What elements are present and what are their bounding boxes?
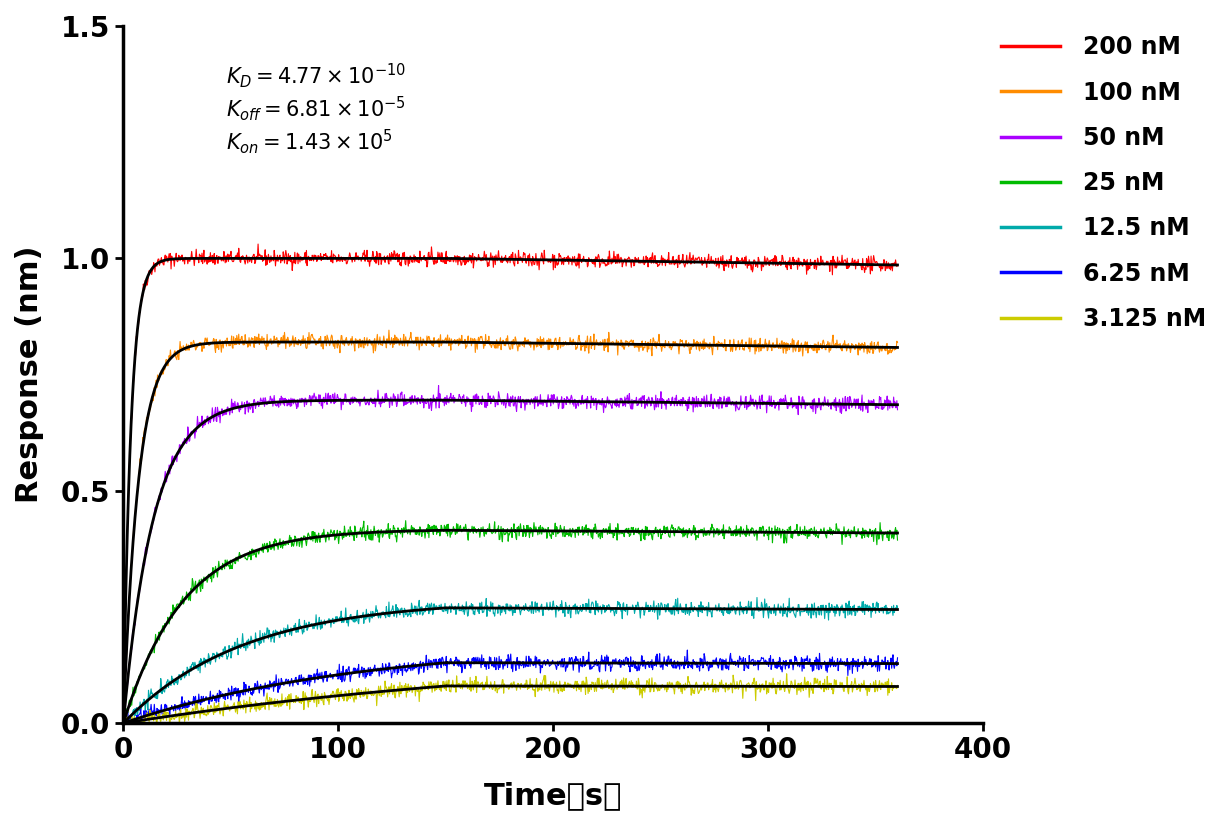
Y-axis label: Response (nm): Response (nm) [15,246,44,503]
Legend: 200 nM, 100 nM, 50 nM, 25 nM, 12.5 nM, 6.25 nM, 3.125 nM: 200 nM, 100 nM, 50 nM, 25 nM, 12.5 nM, 6… [992,26,1216,341]
Text: $K_D=4.77\times10^{-10}$
$K_{off}=6.81\times10^{-5}$
$K_{on}=1.43\times10^{5}$: $K_D=4.77\times10^{-10}$ $K_{off}=6.81\t… [227,61,407,156]
X-axis label: Time（s）: Time（s） [484,781,622,810]
